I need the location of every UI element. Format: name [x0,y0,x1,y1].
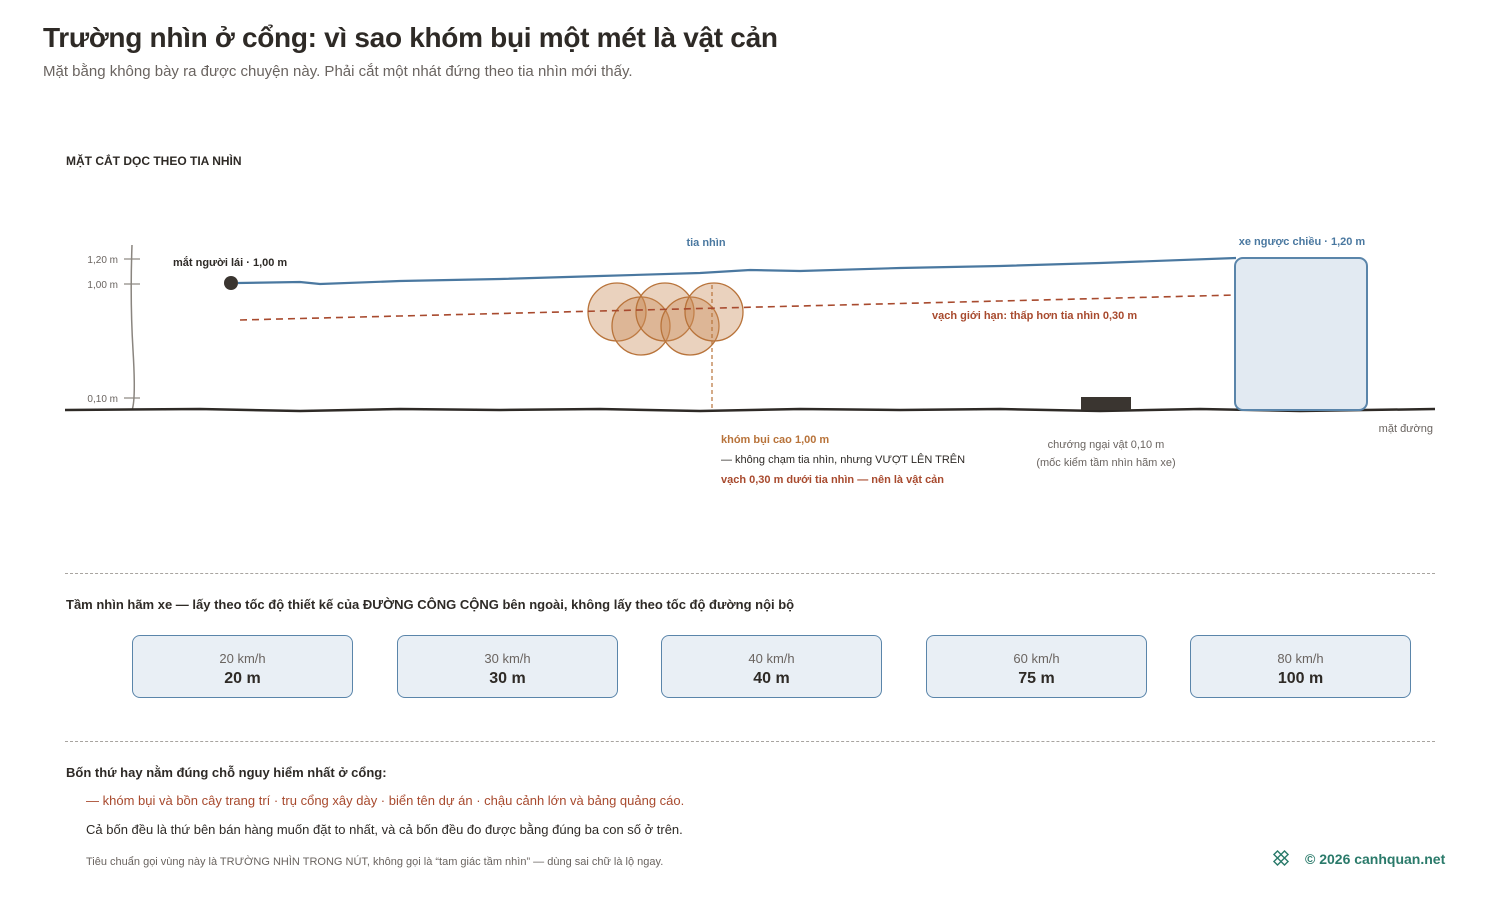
separator [65,573,1435,574]
subtitle: Mặt bằng không bày ra được chuyện này. P… [43,63,633,80]
scale-axis [130,244,136,411]
card-speed: 20 km/h [219,651,266,666]
logo [1272,849,1290,867]
speed-card: 40 km/h 40 m [661,635,882,698]
card-distance: 20 m [224,670,261,687]
obstacle-label: chướng ngại vật 0,10 m [1048,439,1165,451]
separator [65,741,1435,742]
axis-label: 0,10 m [87,394,118,405]
bush-label: — không chạm tia nhìn, nhưng VƯỢT LÊN TR… [721,453,965,466]
axis-label: 1,00 m [87,280,118,291]
ground-label: mặt đường [1379,423,1433,435]
obstacle [1081,397,1131,410]
sight-label: tia nhìn [686,237,725,249]
card-distance: 30 m [489,670,526,687]
notes-heading: Bốn thứ hay nằm đúng chỗ nguy hiểm nhất … [66,765,387,780]
footnote: Tiêu chuẩn gọi vùng này là TRƯỜNG NHÌN T… [86,856,664,868]
car-label: xe ngược chiều · 1,20 m [1239,236,1366,248]
title: Trường nhìn ở cổng: vì sao khóm bụi một … [43,22,778,53]
bush-label: vạch 0,30 m dưới tia nhìn — nên là vật c… [721,474,944,486]
bush [587,282,744,356]
axis-label: 1,20 m [87,255,118,266]
stopping-heading: Tầm nhìn hãm xe — lấy theo tốc độ thiết … [66,597,795,612]
card-speed: 80 km/h [1277,651,1324,666]
card-distance: 100 m [1277,670,1324,687]
speed-card: 30 km/h 30 m [397,635,618,698]
section-label: MẶT CẮT DỌC THEO TIA NHÌN [66,153,242,168]
footer-credit: © 2026 canhquan.net [1305,851,1446,867]
notes-items: — khóm bụi và bồn cây trang trí · trụ cổ… [86,793,685,808]
notes-body: Cả bốn đều là thứ bên bán hàng muốn đặt … [86,822,683,837]
driver-eye [224,276,238,290]
speed-card: 80 km/h 100 m [1190,635,1411,698]
card-speed: 40 km/h [748,651,795,666]
scale-ticks [124,258,140,399]
eye-label: mắt người lái · 1,00 m [173,256,287,269]
card-distance: 40 m [753,670,790,687]
speed-card: 20 km/h 20 m [132,635,353,698]
section-diagram: MẶT CẮT DỌC THEO TIA NHÌN 1,20 m 1,00 m … [64,153,1436,486]
obstacle-label: (mốc kiểm tầm nhìn hãm xe) [1036,457,1175,469]
limit-line [239,294,1237,321]
oncoming-car [1234,257,1368,411]
card-speed: 60 km/h [1013,651,1060,666]
ground [64,407,1436,413]
sight-line [237,256,1237,286]
bush-label: khóm bụi cao 1,00 m [721,434,829,446]
card-distance: 75 m [1018,670,1055,687]
speed-card: 60 km/h 75 m [926,635,1147,698]
limit-label: vạch giới hạn: thấp hơn tia nhìn 0,30 m [932,310,1137,322]
card-speed: 30 km/h [484,651,531,666]
